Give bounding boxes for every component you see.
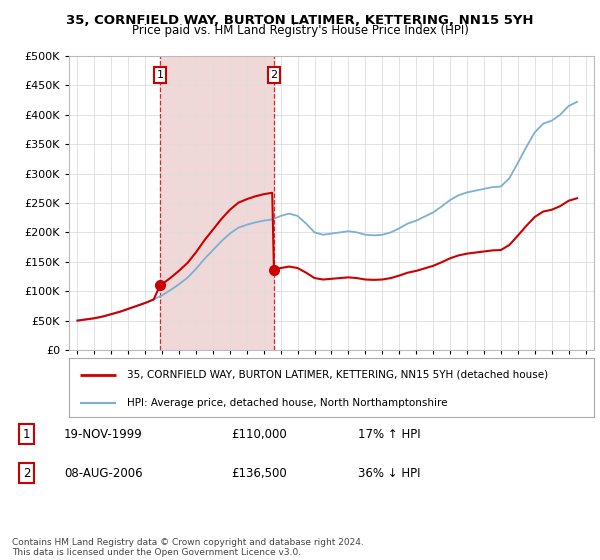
Text: £110,000: £110,000 (231, 428, 287, 441)
Text: 1: 1 (23, 428, 30, 441)
Text: 1: 1 (157, 70, 164, 80)
Text: 19-NOV-1999: 19-NOV-1999 (64, 428, 143, 441)
Text: 2: 2 (23, 466, 30, 479)
Bar (160, 56, 274, 350)
Text: 35, CORNFIELD WAY, BURTON LATIMER, KETTERING, NN15 5YH: 35, CORNFIELD WAY, BURTON LATIMER, KETTE… (66, 14, 534, 27)
Text: 35, CORNFIELD WAY, BURTON LATIMER, KETTERING, NN15 5YH (detached house): 35, CORNFIELD WAY, BURTON LATIMER, KETTE… (127, 370, 548, 380)
Text: £136,500: £136,500 (231, 466, 287, 479)
Text: 17% ↑ HPI: 17% ↑ HPI (358, 428, 420, 441)
Text: HPI: Average price, detached house, North Northamptonshire: HPI: Average price, detached house, Nort… (127, 398, 447, 408)
Text: 36% ↓ HPI: 36% ↓ HPI (358, 466, 420, 479)
Text: Price paid vs. HM Land Registry's House Price Index (HPI): Price paid vs. HM Land Registry's House … (131, 24, 469, 37)
Text: Contains HM Land Registry data © Crown copyright and database right 2024.
This d: Contains HM Land Registry data © Crown c… (12, 538, 364, 557)
Text: 2: 2 (271, 70, 277, 80)
Text: 08-AUG-2006: 08-AUG-2006 (64, 466, 142, 479)
